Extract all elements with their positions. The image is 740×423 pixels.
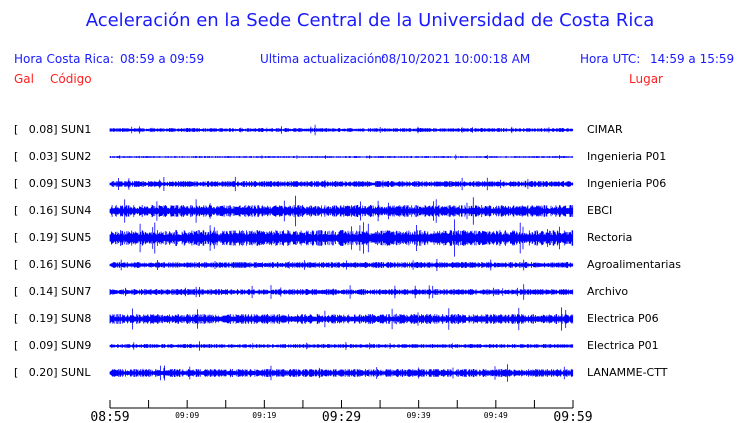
station-code-sun8: [ 0.19] SUN8 (14, 312, 92, 325)
station-place-sun1: CIMAR (587, 123, 623, 136)
station-code-sun2: [ 0.03] SUN2 (14, 150, 92, 163)
place-header: Lugar (629, 72, 663, 86)
utc-time-range: 14:59 a 15:59 (650, 52, 735, 66)
station-place-sun4: EBCI (587, 204, 613, 217)
update-value: 08/10/2021 10:00:18 AM (381, 52, 531, 66)
station-place-sun8: Electrica P06 (587, 312, 659, 325)
tick-label: 09:19 (252, 411, 276, 420)
trace-sun9 (109, 341, 574, 351)
cr-time-label: Hora Costa Rica: (14, 52, 114, 66)
trace-sun7 (109, 284, 574, 300)
update-label: Ultima actualización: (260, 52, 386, 66)
station-place-sun5: Rectoria (587, 231, 633, 244)
utc-time-label: Hora UTC: (580, 52, 641, 66)
station-place-sun9: Electrica P01 (587, 339, 659, 352)
tick-label: 09:09 (175, 411, 199, 420)
tick-label: 09:29 (322, 410, 361, 423)
station-code-sun6: [ 0.16] SUN6 (14, 258, 92, 271)
station-code-sun9: [ 0.09] SUN9 (14, 339, 92, 352)
station-place-sun3: Ingenieria P06 (587, 177, 667, 190)
tick-label: 09:49 (484, 411, 508, 420)
station-code-sunl: [ 0.20] SUNL (14, 366, 91, 379)
page-title: Aceleración en la Sede Central de la Uni… (85, 10, 655, 31)
trace-sun8 (109, 307, 574, 331)
cr-time-range: 08:59 a 09:59 (120, 52, 205, 66)
station-code-sun1: [ 0.08] SUN1 (14, 123, 92, 136)
station-code-sun3: [ 0.09] SUN3 (14, 177, 92, 190)
station-place-sun2: Ingenieria P01 (587, 150, 667, 163)
station-code-sun4: [ 0.16] SUN4 (14, 204, 92, 217)
station-place-sunl: LANAMME-CTT (587, 366, 668, 379)
trace-sun2 (109, 154, 574, 160)
trace-sun4 (109, 195, 574, 227)
station-code-sun5: [ 0.19] SUN5 (14, 231, 92, 244)
trace-sun5 (109, 219, 574, 257)
trace-sun3 (109, 176, 574, 192)
tick-label: 09:39 (407, 411, 431, 420)
trace-sun6 (109, 258, 574, 272)
gal-header: Gal (14, 72, 34, 86)
trace-sun1 (109, 124, 574, 136)
station-place-sun6: Agroalimentarias (587, 258, 681, 271)
trace-sunl (109, 364, 574, 382)
code-header: Código (50, 72, 92, 86)
tick-label: 08:59 (90, 410, 129, 423)
station-code-sun7: [ 0.14] SUN7 (14, 285, 92, 298)
station-place-sun7: Archivo (587, 285, 629, 298)
tick-label: 09:59 (553, 410, 592, 423)
